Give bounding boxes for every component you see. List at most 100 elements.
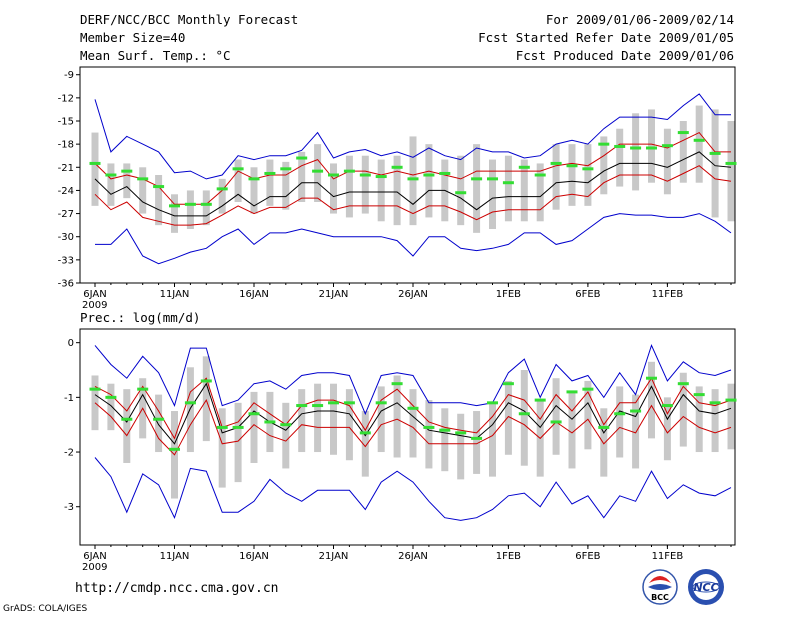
prec-x-tick-label: 26JAN — [398, 551, 428, 562]
temp-x-tick-label: 6FEB — [575, 289, 600, 300]
temp-spread-box — [648, 109, 655, 183]
temp-member-marker — [630, 146, 642, 150]
temp-member-marker — [725, 161, 737, 165]
temp-member-marker — [550, 161, 562, 165]
prec-member-marker — [502, 382, 514, 386]
prec-spread-box — [489, 402, 496, 477]
prec-member-marker — [296, 404, 308, 408]
prec-member-marker — [343, 401, 355, 405]
temp-x-tick-label: 11JAN — [160, 289, 190, 300]
agency-logos: BCC NCC — [642, 569, 724, 605]
prec-spread-box — [616, 386, 624, 458]
prec-member-marker — [232, 425, 244, 429]
temp-spread-box — [234, 159, 242, 202]
temp-member-marker — [502, 181, 514, 185]
prec-spread-box — [648, 361, 655, 439]
temp-member-marker — [137, 177, 149, 181]
prec-spread-box — [377, 386, 385, 453]
prec-y-tick-label: -3 — [64, 502, 74, 513]
prec-x-tick-label: 6JAN — [83, 551, 106, 562]
temp-y-tick-label: -33 — [58, 255, 74, 266]
temp-spread-box — [536, 163, 544, 222]
temp-spread-box — [314, 144, 322, 202]
prec-member-marker — [439, 428, 451, 432]
valid-range-label: For 2009/01/06-2009/02/14 — [545, 12, 734, 27]
prec-upper-line — [94, 377, 732, 440]
temp-spread-box — [393, 155, 401, 226]
prec-spread-box — [250, 391, 258, 463]
prec-spread-box — [123, 389, 131, 463]
prec-member-marker — [630, 409, 642, 413]
temp-member-marker — [598, 142, 610, 146]
prec-spread-box — [600, 408, 608, 477]
temp-member-marker — [280, 167, 292, 171]
prec-x-tick-label: 16JAN — [239, 551, 269, 562]
prec-spread-box — [441, 408, 449, 472]
temp-member-marker — [693, 138, 705, 142]
prec-spread-box — [155, 394, 163, 453]
prec-member-marker — [89, 387, 101, 391]
prec-member-marker — [216, 425, 228, 429]
temp-spread-box — [282, 161, 290, 210]
prec-title: Prec.: log(mm/d) — [80, 310, 200, 325]
temp-x-tick-label: 6JAN — [83, 289, 106, 300]
prec-min-line — [94, 457, 732, 521]
temp-member-marker — [391, 165, 403, 169]
temp-member-marker — [105, 173, 117, 177]
prec-member-marker — [137, 387, 149, 391]
grads-credit: GrADS: COLA/IGES — [3, 604, 88, 614]
prec-spread-box — [282, 402, 290, 469]
prec-lower-line — [94, 398, 732, 456]
prec-x-tick-label: 1FEB — [496, 551, 521, 562]
bcc-logo-text: BCC — [651, 593, 669, 602]
temp-spread-box — [250, 167, 258, 214]
temp-spread-box — [377, 159, 385, 222]
prec-spread-box — [218, 408, 226, 488]
temp-member-marker — [200, 202, 212, 206]
temp-spread-box — [91, 132, 99, 206]
prec-member-marker — [471, 436, 483, 440]
temp-spread-box — [600, 136, 608, 195]
temp-x-tick-label: 26JAN — [398, 289, 428, 300]
prec-member-marker — [677, 382, 689, 386]
temp-member-marker — [153, 185, 165, 189]
temp-lower-line — [94, 165, 732, 226]
temp-spread-box — [679, 121, 687, 183]
prec-member-marker — [709, 401, 721, 405]
prec-spread-box — [520, 370, 528, 466]
prec-member-marker — [693, 393, 705, 397]
temp-member-marker — [471, 177, 483, 181]
temp-x-year-label: 2009 — [82, 300, 107, 311]
temp-spread-box — [139, 167, 147, 214]
prec-y-tick-label: -1 — [64, 393, 74, 404]
temp-spread-box — [616, 128, 624, 187]
temp-spread-box — [202, 190, 210, 226]
temp-member-marker — [343, 169, 355, 173]
prec-member-marker — [264, 420, 276, 424]
temp-member-marker — [359, 173, 371, 177]
chart-title: DERF/NCC/BCC Monthly Forecast — [80, 12, 299, 27]
source-url[interactable]: http://cmdp.ncc.cma.gov.cn — [75, 581, 279, 596]
temp-spread-box — [107, 163, 115, 206]
temp-member-marker — [248, 177, 260, 181]
temp-spread-box — [186, 190, 194, 229]
prec-max-line — [94, 344, 732, 416]
prec-spread-box — [663, 397, 671, 461]
ncc-logo-text: NCC — [693, 581, 718, 594]
prec-spread-box — [711, 389, 719, 453]
temp-member-marker — [423, 173, 435, 177]
prec-spread-box — [632, 394, 640, 469]
prec-member-marker — [153, 417, 165, 421]
prec-member-marker — [566, 390, 578, 394]
temp-member-marker — [89, 161, 101, 165]
prec-member-marker — [598, 425, 610, 429]
prec-member-marker — [487, 401, 498, 405]
temp-spread-box — [345, 155, 353, 218]
temp-y-tick-label: -21 — [58, 163, 74, 174]
temp-spread-box — [473, 144, 481, 233]
temp-spread-box — [123, 163, 131, 199]
prec-spread-box — [552, 378, 560, 455]
temp-spread-box — [711, 109, 719, 218]
temp-spread-box — [266, 159, 274, 206]
temp-member-marker — [375, 175, 387, 179]
